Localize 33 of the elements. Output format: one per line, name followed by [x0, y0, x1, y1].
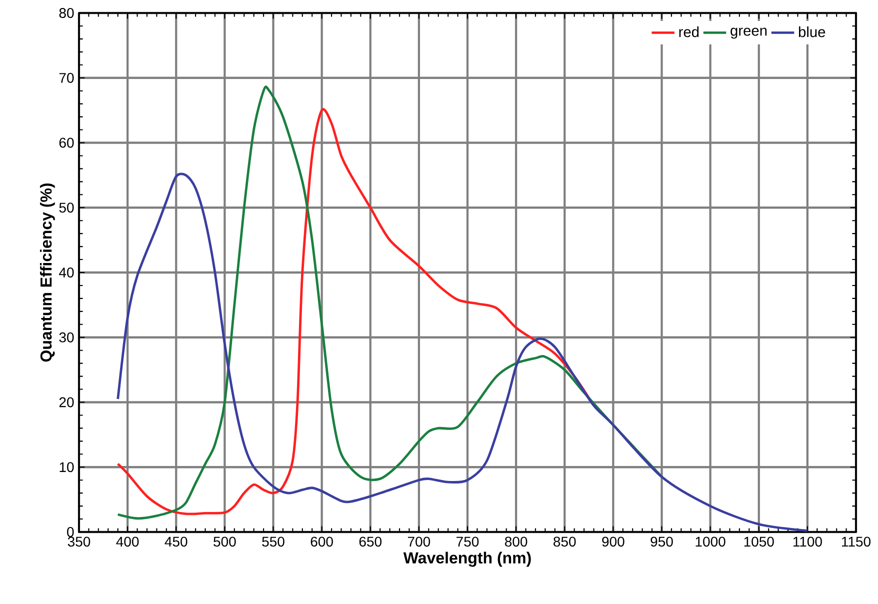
line-series — [116, 174, 809, 532]
x-tick-label: 400 — [116, 536, 139, 547]
legend-label: blue — [798, 26, 826, 38]
x-tick-label: 1000 — [696, 536, 726, 547]
x-tick-label: 750 — [456, 536, 479, 547]
y-tick-label: 0 — [67, 527, 74, 537]
x-tick-label: 450 — [164, 536, 188, 547]
x-tick-label: 500 — [214, 536, 236, 547]
x-tick-label: 900 — [602, 536, 624, 547]
x-tick-label: 600 — [310, 536, 333, 547]
x-tick-label: 350 — [68, 536, 90, 547]
x-tick-label: 1150 — [842, 536, 870, 547]
x-tick-label: 1100 — [793, 536, 822, 547]
y-tick-label: 10 — [60, 462, 74, 472]
y-tick-label: 80 — [59, 8, 74, 18]
y-tick-label: 30 — [59, 332, 74, 342]
y-tick-label: 50 — [59, 202, 74, 213]
x-axis-title: Wavelength (nm) — [403, 552, 531, 567]
x-tick-label: 550 — [262, 536, 284, 547]
y-axis-title: Quantum Efficiency (%) — [40, 184, 55, 362]
x-tick-label: 800 — [504, 536, 528, 547]
legend-label: red — [679, 26, 699, 38]
x-tick-label: 650 — [359, 536, 382, 547]
line-series — [116, 87, 663, 520]
y-tick-label: 70 — [59, 72, 74, 83]
x-tick-label: 950 — [650, 536, 673, 547]
y-tick-label: 20 — [59, 397, 74, 408]
x-tick-label: 850 — [554, 536, 576, 547]
y-tick-label: 60 — [59, 138, 74, 148]
legend-label: green — [730, 28, 767, 39]
x-tick-label: 1050 — [744, 536, 774, 547]
x-tick-label: 700 — [408, 536, 430, 547]
y-tick-label: 40 — [59, 268, 74, 278]
